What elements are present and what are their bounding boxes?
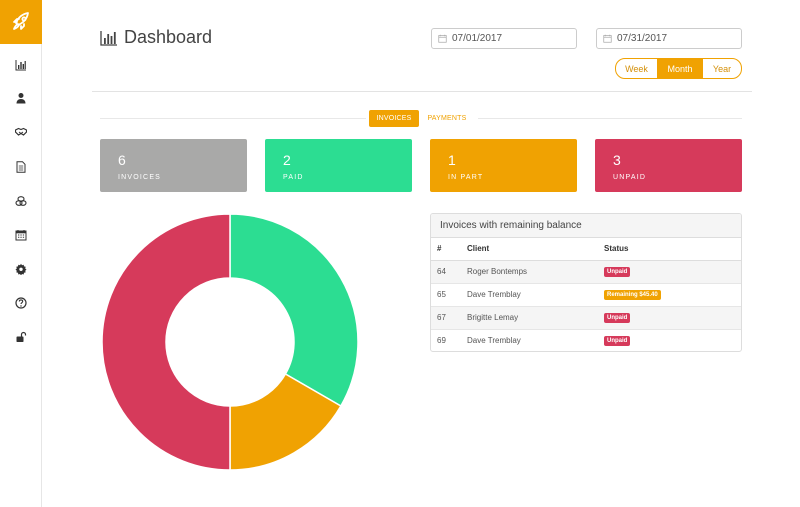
period-week-button[interactable]: Week [625,63,648,74]
sidebar-item-calendar[interactable] [0,225,42,245]
header-divider [92,91,752,92]
column-header-id: # [431,238,467,261]
balance-table: # Client Status 64 Roger Bontemps Unpaid… [431,238,741,351]
column-header-client: Client [467,238,604,261]
stat-label: PAID [283,174,304,181]
period-toggle: Week Month Year [615,58,742,79]
client-name: Dave Tremblay [467,336,521,346]
sidebar-item-invoices[interactable] [0,157,42,177]
stat-card-unpaid[interactable]: 3 UNPAID [595,139,742,192]
gear-icon [15,263,27,275]
table-row[interactable]: 64 Roger Bontemps Unpaid [431,260,741,284]
client-name: Roger Bontemps [467,260,604,284]
stat-card-in-part[interactable]: 1 IN PART [430,139,577,192]
coins-icon [15,196,27,206]
user-icon [16,93,26,104]
calendar-icon [15,230,27,241]
tab-invoices[interactable]: INVOICES [369,110,419,127]
invoice-id: 65 [431,283,467,307]
start-date-input[interactable]: 07/01/2017 [431,28,577,49]
stat-count: 1 [448,152,456,168]
status-badge: Unpaid [604,336,631,347]
stat-count: 2 [283,152,291,168]
status-badge: Unpaid [604,267,631,277]
period-year-button[interactable]: Year [712,63,732,74]
column-header-status: Status [604,238,741,261]
donut-slice-unpaid[interactable] [101,213,231,471]
calendar-icon [438,34,447,43]
help-icon [15,297,27,309]
start-date-value: 07/01/2017 [452,33,503,44]
table-row[interactable]: 69 Dave Tremblay Unpaid [431,329,741,351]
sidebar-item-help[interactable] [0,293,42,313]
calendar-icon [603,34,612,43]
stat-label: UNPAID [613,174,647,181]
table-header-row: # Client Status [431,238,741,261]
invoice-id: 69 [437,336,446,346]
stat-card-invoices[interactable]: 6 INVOICES [100,139,247,192]
tab-payments[interactable]: PAYMENTS [427,115,467,122]
sidebar-item-clients[interactable] [0,88,42,108]
sidebar-item-logout[interactable] [0,327,42,347]
page-title: Dashboard [100,27,212,48]
stat-label: INVOICES [118,174,162,181]
status-badge: Unpaid [604,313,631,323]
stat-card-paid[interactable]: 2 PAID [265,139,412,192]
sidebar-item-partners[interactable] [0,122,42,142]
client-name: Brigitte Lemay [467,306,604,330]
table-row[interactable]: 65 Dave Tremblay Remaining $45.40 [431,283,741,307]
invoice-id: 64 [431,260,467,284]
stat-count: 3 [613,152,621,168]
sidebar-item-settings[interactable] [0,259,42,279]
rocket-logo-icon[interactable] [0,0,42,44]
period-month-button[interactable]: Month [657,59,703,78]
page-title-text: Dashboard [124,27,213,47]
document-icon [16,161,26,173]
sidebar-item-payments[interactable] [0,191,42,211]
invoice-id: 67 [431,306,467,330]
balance-panel-title: Invoices with remaining balance [431,214,741,238]
sidebar [0,0,42,507]
end-date-value: 07/31/2017 [617,33,668,44]
handshake-icon [15,127,27,136]
bar-chart-icon [15,60,26,71]
end-date-input[interactable]: 07/31/2017 [596,28,742,49]
stat-count: 6 [118,152,126,168]
sidebar-item-dashboard[interactable] [0,55,42,75]
donut-slice-paid[interactable] [229,213,359,408]
view-tabs: INVOICES PAYMENTS [366,110,478,127]
client-name: Dave Tremblay [467,283,604,307]
bar-chart-icon [100,30,117,46]
balance-panel: Invoices with remaining balance # Client… [430,213,742,352]
unlock-icon [16,331,27,342]
table-row[interactable]: 67 Brigitte Lemay Unpaid [431,306,741,330]
stat-label: IN PART [448,174,484,181]
invoice-status-donut-chart [101,213,359,471]
status-badge: Remaining $45.40 [604,290,661,300]
